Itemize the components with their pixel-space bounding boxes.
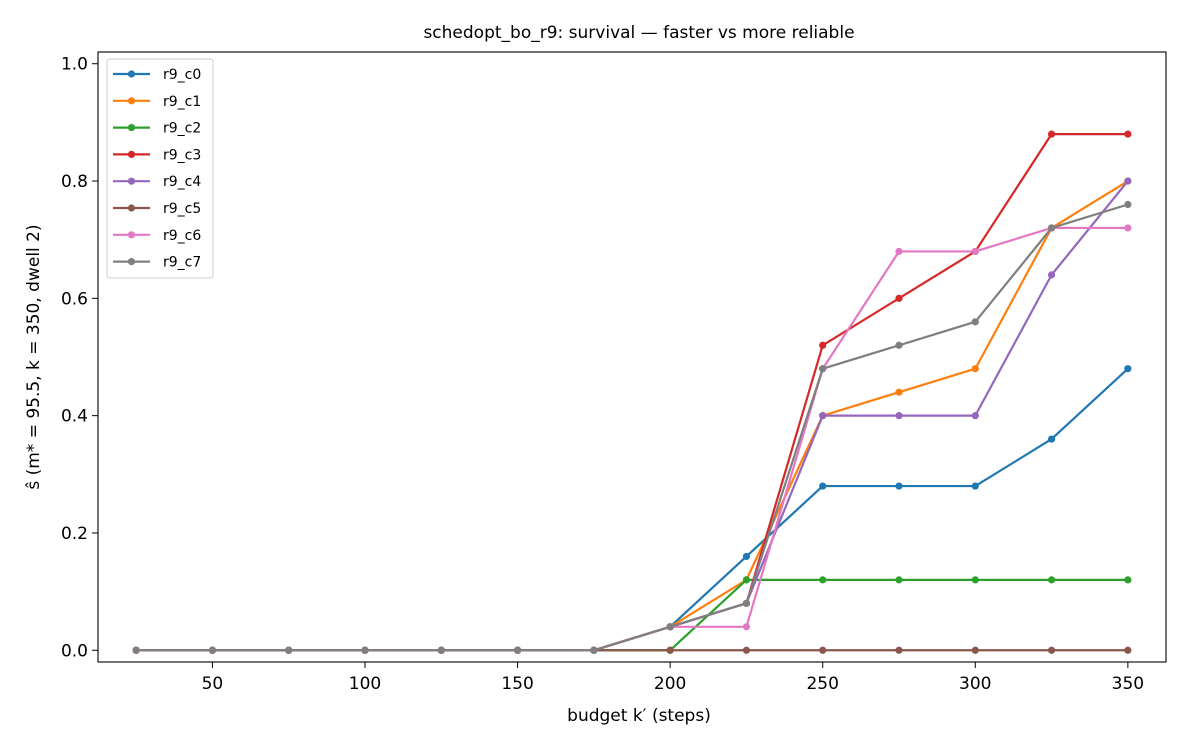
y-tick-label: 1.0 xyxy=(61,55,88,75)
data-point-r9_c2 xyxy=(895,576,903,584)
legend-entry-r9_c3: r9_c3 xyxy=(113,147,201,163)
legend-entry-r9_c6: r9_c6 xyxy=(113,228,201,244)
y-tick-label: 0.2 xyxy=(61,524,88,544)
data-point-r9_c2 xyxy=(1124,576,1132,584)
data-point-r9_c3 xyxy=(1124,130,1132,138)
data-point-r9_c7 xyxy=(895,341,903,349)
data-point-r9_c3 xyxy=(895,294,903,302)
data-point-r9_c3 xyxy=(819,341,827,349)
data-point-r9_c6 xyxy=(742,623,751,631)
data-point-r9_c5 xyxy=(971,646,979,654)
legend-swatch-marker xyxy=(127,231,136,239)
x-tick-label: 200 xyxy=(654,674,686,694)
data-point-r9_c1 xyxy=(895,388,903,396)
legend-entry-r9_c2: r9_c2 xyxy=(113,121,201,137)
x-tick-label: 350 xyxy=(1112,674,1144,694)
data-point-r9_c2 xyxy=(1047,576,1056,584)
legend-label: r9_c0 xyxy=(163,67,201,83)
legend-label: r9_c1 xyxy=(163,94,201,110)
legend-swatch-marker xyxy=(127,258,136,266)
series-line-r9_c7 xyxy=(136,203,1129,652)
data-point-r9_c0 xyxy=(1047,435,1056,443)
y-tick-label: 0.8 xyxy=(61,172,88,192)
data-point-r9_c4 xyxy=(819,412,827,420)
legend-label: r9_c3 xyxy=(163,147,201,163)
legend-swatch-marker xyxy=(127,177,136,185)
data-point-r9_c7 xyxy=(819,365,827,373)
legend-entry-r9_c5: r9_c5 xyxy=(113,201,201,217)
plot-area: 50 100 150 200 250 300 350 0.0 0.2 0.4 0.6 0.8 1.0 xyxy=(61,51,1167,694)
series-r9_c7 xyxy=(132,200,1132,654)
data-point-r9_c7 xyxy=(1047,224,1056,232)
data-point-r9_c3 xyxy=(1047,130,1056,138)
legend-swatch-marker xyxy=(127,204,136,212)
data-point-r9_c6 xyxy=(1124,224,1132,232)
legend-label: r9_c7 xyxy=(163,255,201,271)
data-point-r9_c7 xyxy=(132,646,140,654)
legend-entry-r9_c7: r9_c7 xyxy=(113,255,201,271)
data-point-r9_c6 xyxy=(971,247,979,256)
data-point-r9_c5 xyxy=(895,646,903,654)
x-tick-label: 100 xyxy=(349,674,381,694)
legend-swatch-marker xyxy=(127,124,136,132)
legend-swatch-marker xyxy=(127,70,136,78)
data-point-r9_c0 xyxy=(819,482,827,490)
data-point-r9_c2 xyxy=(742,576,751,584)
data-point-r9_c6 xyxy=(895,247,903,256)
legend-box xyxy=(106,58,214,279)
x-tick-label: 250 xyxy=(806,674,838,694)
data-point-r9_c1 xyxy=(971,365,979,373)
legend-entry-r9_c1: r9_c1 xyxy=(113,94,201,110)
data-point-r9_c7 xyxy=(971,318,979,326)
data-point-r9_c7 xyxy=(590,646,598,654)
legend-label: r9_c2 xyxy=(163,121,201,137)
data-point-r9_c0 xyxy=(971,482,979,490)
data-point-r9_c0 xyxy=(895,482,903,490)
data-point-r9_c5 xyxy=(666,646,674,654)
legend: r9_c0 r9_c1 r9_c2 r9_c3 r9_c4 r9_c5 r9_c6 r9_c7 xyxy=(106,58,214,279)
legend-swatch-marker xyxy=(127,97,136,105)
data-point-r9_c7 xyxy=(361,646,369,654)
data-point-r9_c7 xyxy=(437,646,445,654)
y-tick-label: 0.4 xyxy=(61,407,88,427)
data-point-r9_c7 xyxy=(666,623,674,631)
data-point-r9_c0 xyxy=(742,552,751,561)
y-tick-label: 0.6 xyxy=(61,289,88,309)
data-point-r9_c4 xyxy=(895,412,903,420)
data-point-r9_c7 xyxy=(513,646,522,654)
legend-label: r9_c4 xyxy=(163,174,201,190)
legend-swatch-marker xyxy=(127,150,136,158)
axes-frame xyxy=(97,51,1167,663)
x-tick-label: 300 xyxy=(959,674,991,694)
data-point-r9_c5 xyxy=(1124,646,1132,654)
data-point-r9_c7 xyxy=(1124,200,1132,209)
data-point-r9_c5 xyxy=(819,646,827,654)
data-point-r9_c2 xyxy=(819,576,827,584)
x-axis-label: budget k′ (steps) xyxy=(567,706,711,726)
data-point-r9_c2 xyxy=(971,576,979,584)
data-point-r9_c5 xyxy=(1047,646,1056,654)
data-point-r9_c7 xyxy=(208,646,217,654)
data-point-r9_c0 xyxy=(1124,365,1132,373)
legend-label: r9_c6 xyxy=(163,228,201,244)
data-point-r9_c4 xyxy=(1047,271,1056,279)
x-tick-label: 150 xyxy=(501,674,533,694)
data-point-r9_c4 xyxy=(971,412,979,420)
legend-label: r9_c5 xyxy=(163,201,201,217)
y-tick-label: 0.0 xyxy=(61,641,88,661)
legend-entry-r9_c4: r9_c4 xyxy=(113,174,201,190)
data-point-r9_c5 xyxy=(742,646,751,654)
data-point-r9_c7 xyxy=(285,646,293,654)
data-point-r9_c4 xyxy=(1124,177,1132,185)
legend-entry-r9_c0: r9_c0 xyxy=(113,67,201,83)
x-tick-label: 50 xyxy=(202,674,224,694)
y-axis-label: ŝ (m* = 95.5, k = 350, dwell 2) xyxy=(24,224,44,489)
chart-title: schedopt_bo_r9: survival — faster vs mor… xyxy=(423,23,854,43)
data-point-r9_c7 xyxy=(742,599,751,607)
